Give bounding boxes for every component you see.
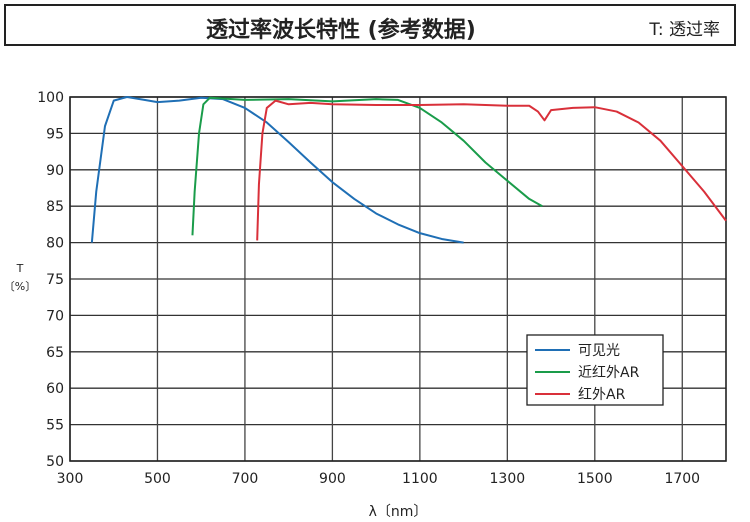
y-tick-label: 65 xyxy=(46,345,64,361)
x-tick-label: 1300 xyxy=(490,471,526,487)
y-tick-label: 55 xyxy=(46,418,64,434)
series-line xyxy=(191,96,543,236)
y-tick-label: 95 xyxy=(46,126,64,142)
y-tick-label: 50 xyxy=(46,454,64,470)
y-axis-label: T xyxy=(16,262,24,275)
series-line xyxy=(90,96,464,244)
y-tick-label: 80 xyxy=(46,236,64,252)
x-tick-label: 1500 xyxy=(577,471,613,487)
chart-title: 透过率波长特性 (参考数据) xyxy=(206,18,476,43)
y-tick-label: 100 xyxy=(37,90,64,106)
x-tick-label: 700 xyxy=(232,471,259,487)
y-tick-label: 90 xyxy=(46,163,64,179)
legend-note: T: 透过率 xyxy=(649,20,720,40)
y-tick-label: 75 xyxy=(46,272,64,288)
x-tick-label: 1100 xyxy=(402,471,438,487)
header-box: 透过率波长特性 (参考数据) T: 透过率 xyxy=(4,4,736,46)
legend-label: 近红外AR xyxy=(578,365,640,381)
y-tick-label: 85 xyxy=(46,199,64,215)
y-tick-label: 70 xyxy=(46,308,64,324)
x-tick-label: 500 xyxy=(144,471,171,487)
plot-frame xyxy=(69,96,727,462)
x-tick-label: 900 xyxy=(319,471,346,487)
legend-label: 可见光 xyxy=(578,343,620,359)
y-tick-label: 60 xyxy=(46,381,64,397)
y-axis-label: 〔%〕 xyxy=(4,280,36,293)
series-line xyxy=(256,99,727,241)
x-tick-label: 1700 xyxy=(664,471,700,487)
x-tick-label: 300 xyxy=(57,471,84,487)
legend-label: 红外AR xyxy=(578,387,626,403)
x-axis-label: λ〔nm〕 xyxy=(369,504,428,520)
